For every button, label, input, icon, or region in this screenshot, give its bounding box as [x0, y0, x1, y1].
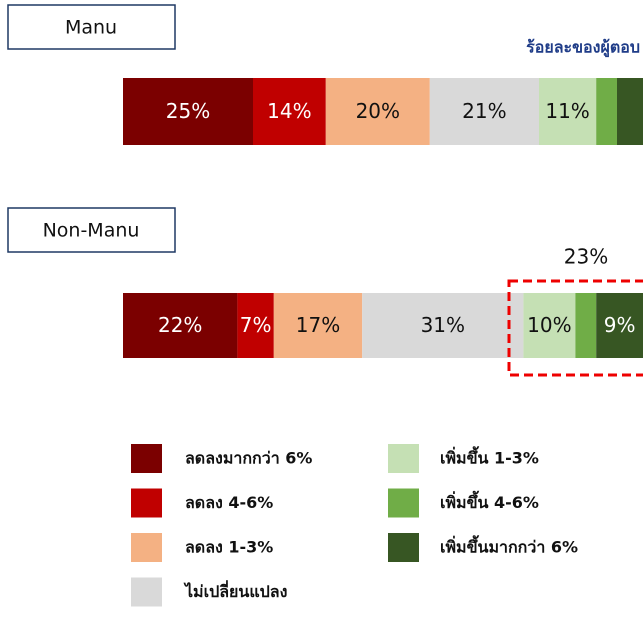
legend-swatch — [131, 444, 162, 473]
data-label: 7% — [240, 313, 272, 337]
bar-segment — [253, 78, 326, 145]
bar-segment — [539, 78, 597, 145]
legend-swatch — [388, 444, 419, 473]
data-label: 10% — [527, 313, 571, 337]
bar-segment — [596, 78, 617, 145]
data-label: 25% — [166, 99, 210, 123]
legend-swatch — [388, 533, 419, 562]
bar-segment — [575, 293, 597, 358]
legend-label: ลดลงมากกว่า 6% — [185, 449, 312, 468]
legend-swatch — [131, 488, 162, 518]
bar-segment — [237, 293, 274, 358]
data-label: 31% — [421, 313, 465, 337]
category-label: Non-Manu — [43, 220, 140, 242]
data-label: 9% — [604, 313, 636, 337]
legend-swatch — [388, 488, 419, 518]
data-label: 20% — [356, 99, 400, 123]
bar-segment — [123, 293, 238, 358]
legend-swatch — [131, 577, 162, 607]
data-label: 17% — [296, 313, 340, 337]
bar-segment — [523, 293, 576, 358]
annotation: 23% — [564, 245, 608, 269]
legend-label: ไม่เปลี่ยนแปลง — [183, 580, 287, 601]
category-box — [7, 207, 176, 253]
bar-segment — [123, 78, 253, 145]
highlight-box — [507, 279, 643, 377]
category-label: Manu — [65, 17, 117, 39]
bar-segment — [325, 78, 430, 145]
bar-segment — [362, 293, 524, 358]
legend-label: เพิ่มขึ้น 4-6% — [440, 490, 539, 512]
legend-label: ลดลง 1-3% — [185, 538, 273, 557]
data-label: 22% — [158, 313, 202, 337]
legend-swatch — [131, 533, 162, 562]
data-label: 11% — [545, 99, 589, 123]
data-label: 21% — [462, 99, 506, 123]
legend-label: เพิ่มขึ้น 1-3% — [440, 446, 539, 468]
legend-label: ลดลง 4-6% — [185, 493, 273, 512]
data-label: 14% — [267, 99, 311, 123]
bar-segment — [273, 293, 363, 358]
bar-segment — [429, 78, 539, 145]
category-box — [7, 4, 176, 50]
bar-segment — [617, 78, 643, 145]
legend-label: เพิ่มขึ้นมากกว่า 6% — [440, 535, 578, 557]
subtitle: ร้อยละของผู้ตอบ — [526, 38, 640, 59]
bar-segment — [596, 293, 643, 358]
